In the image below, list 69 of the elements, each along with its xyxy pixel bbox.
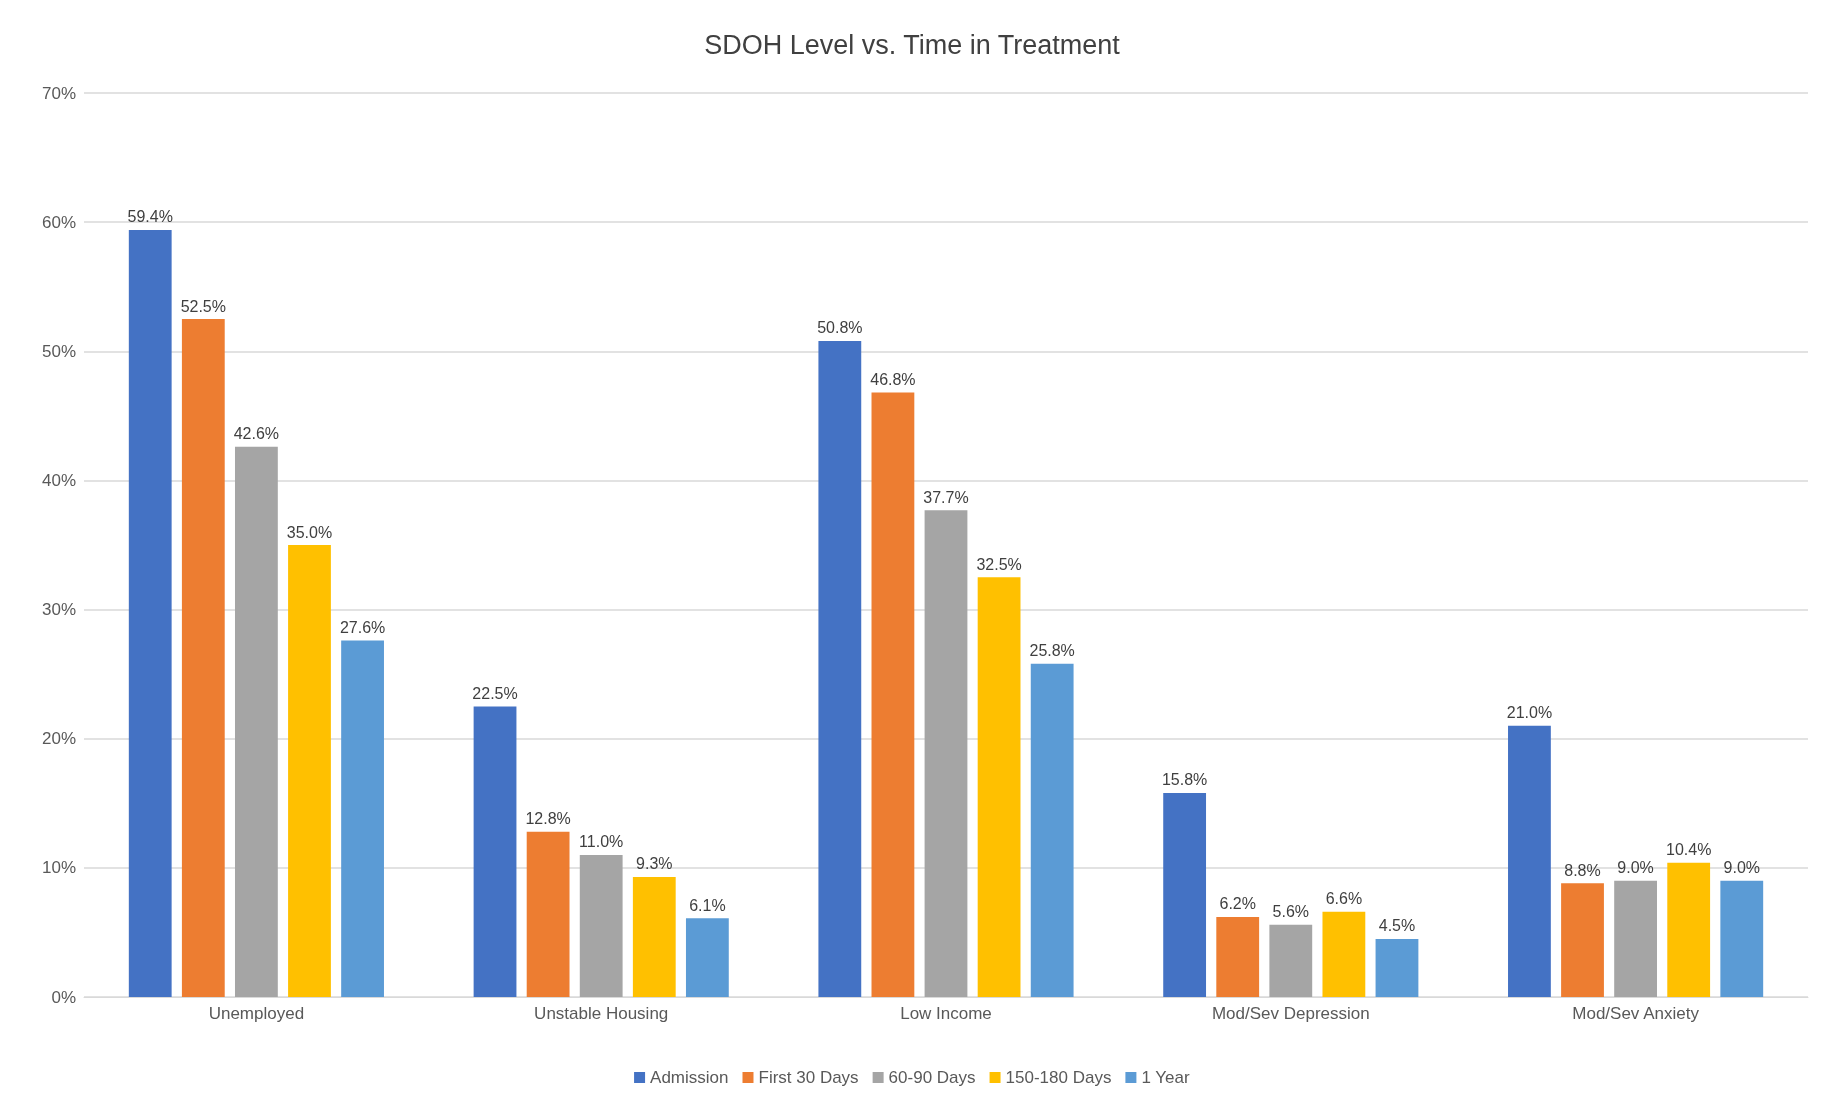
y-tick-label: 60% — [41, 212, 76, 232]
data-label: 50.8% — [817, 319, 863, 337]
bar — [526, 831, 570, 997]
data-label: 42.6% — [233, 425, 280, 443]
data-label: 46.8% — [870, 371, 916, 389]
bar — [341, 640, 384, 997]
data-label: 35.0% — [286, 523, 333, 541]
data-label: 8.8% — [1564, 861, 1601, 879]
data-label: 9.3% — [636, 855, 673, 873]
data-label: 9.0% — [1617, 859, 1654, 877]
data-label: 22.5% — [472, 684, 518, 702]
bar — [632, 876, 676, 997]
bar — [1269, 924, 1313, 997]
x-tick-label: Mod/Sev Anxiety — [1572, 1004, 1700, 1023]
x-tick-label: Mod/Sev Depression — [1211, 1004, 1370, 1023]
data-label: 32.5% — [976, 555, 1022, 573]
bar — [1720, 880, 1764, 997]
x-tick-label: Unstable Housing — [534, 1004, 669, 1023]
y-tick-label: 0% — [51, 987, 76, 1007]
data-label: 10.4% — [1666, 841, 1712, 859]
legend-label: First 30 Days — [758, 1068, 859, 1087]
data-label: 37.7% — [923, 488, 969, 506]
data-label: 12.8% — [525, 810, 571, 828]
bar — [181, 319, 225, 997]
data-label: 4.5% — [1378, 917, 1416, 935]
y-tick-label: 70% — [41, 83, 76, 103]
y-tick-label: 10% — [41, 858, 76, 878]
bar — [977, 577, 1021, 997]
y-tick-label: 50% — [41, 341, 76, 361]
bar — [579, 854, 623, 997]
bar — [871, 392, 915, 997]
bar — [288, 545, 331, 997]
bar — [924, 510, 968, 997]
x-tick-label: Low Income — [900, 1004, 992, 1023]
bar — [1375, 938, 1419, 997]
bar — [234, 446, 278, 997]
data-label: 6.1% — [689, 896, 726, 914]
bar — [1508, 725, 1551, 997]
y-tick-label: 30% — [41, 600, 76, 620]
legend-label: Admission — [650, 1068, 729, 1087]
data-label: 59.4% — [127, 208, 173, 226]
bar — [685, 918, 729, 997]
bar — [818, 340, 862, 997]
data-label: 6.6% — [1325, 890, 1363, 908]
legend-label: 60-90 Days — [888, 1068, 976, 1087]
bar — [1030, 663, 1074, 997]
data-label: 25.8% — [1029, 642, 1075, 660]
bar — [1614, 880, 1658, 997]
bar — [1561, 883, 1604, 997]
data-label: 21.0% — [1506, 704, 1553, 722]
x-tick-label: Unemployed — [208, 1004, 305, 1023]
legend-label: 150-180 Days — [1005, 1068, 1112, 1087]
legend-label: 1 Year — [1141, 1068, 1190, 1087]
bar — [473, 706, 517, 997]
bar — [1322, 911, 1366, 997]
y-tick-label: 20% — [41, 729, 76, 749]
chart-title: SDOH Level vs. Time in Treatment — [704, 29, 1121, 60]
data-label: 6.2% — [1219, 895, 1256, 913]
data-label: 15.8% — [1161, 771, 1208, 789]
bar — [1163, 792, 1207, 997]
data-label: 52.5% — [180, 297, 226, 315]
data-label: 9.0% — [1723, 859, 1761, 877]
y-tick-label: 40% — [41, 470, 76, 490]
bar — [1667, 862, 1711, 997]
data-label: 5.6% — [1272, 903, 1310, 921]
bar — [128, 229, 172, 997]
data-label: 27.6% — [339, 619, 386, 637]
bar — [1216, 916, 1260, 997]
data-label: 11.0% — [579, 833, 624, 851]
